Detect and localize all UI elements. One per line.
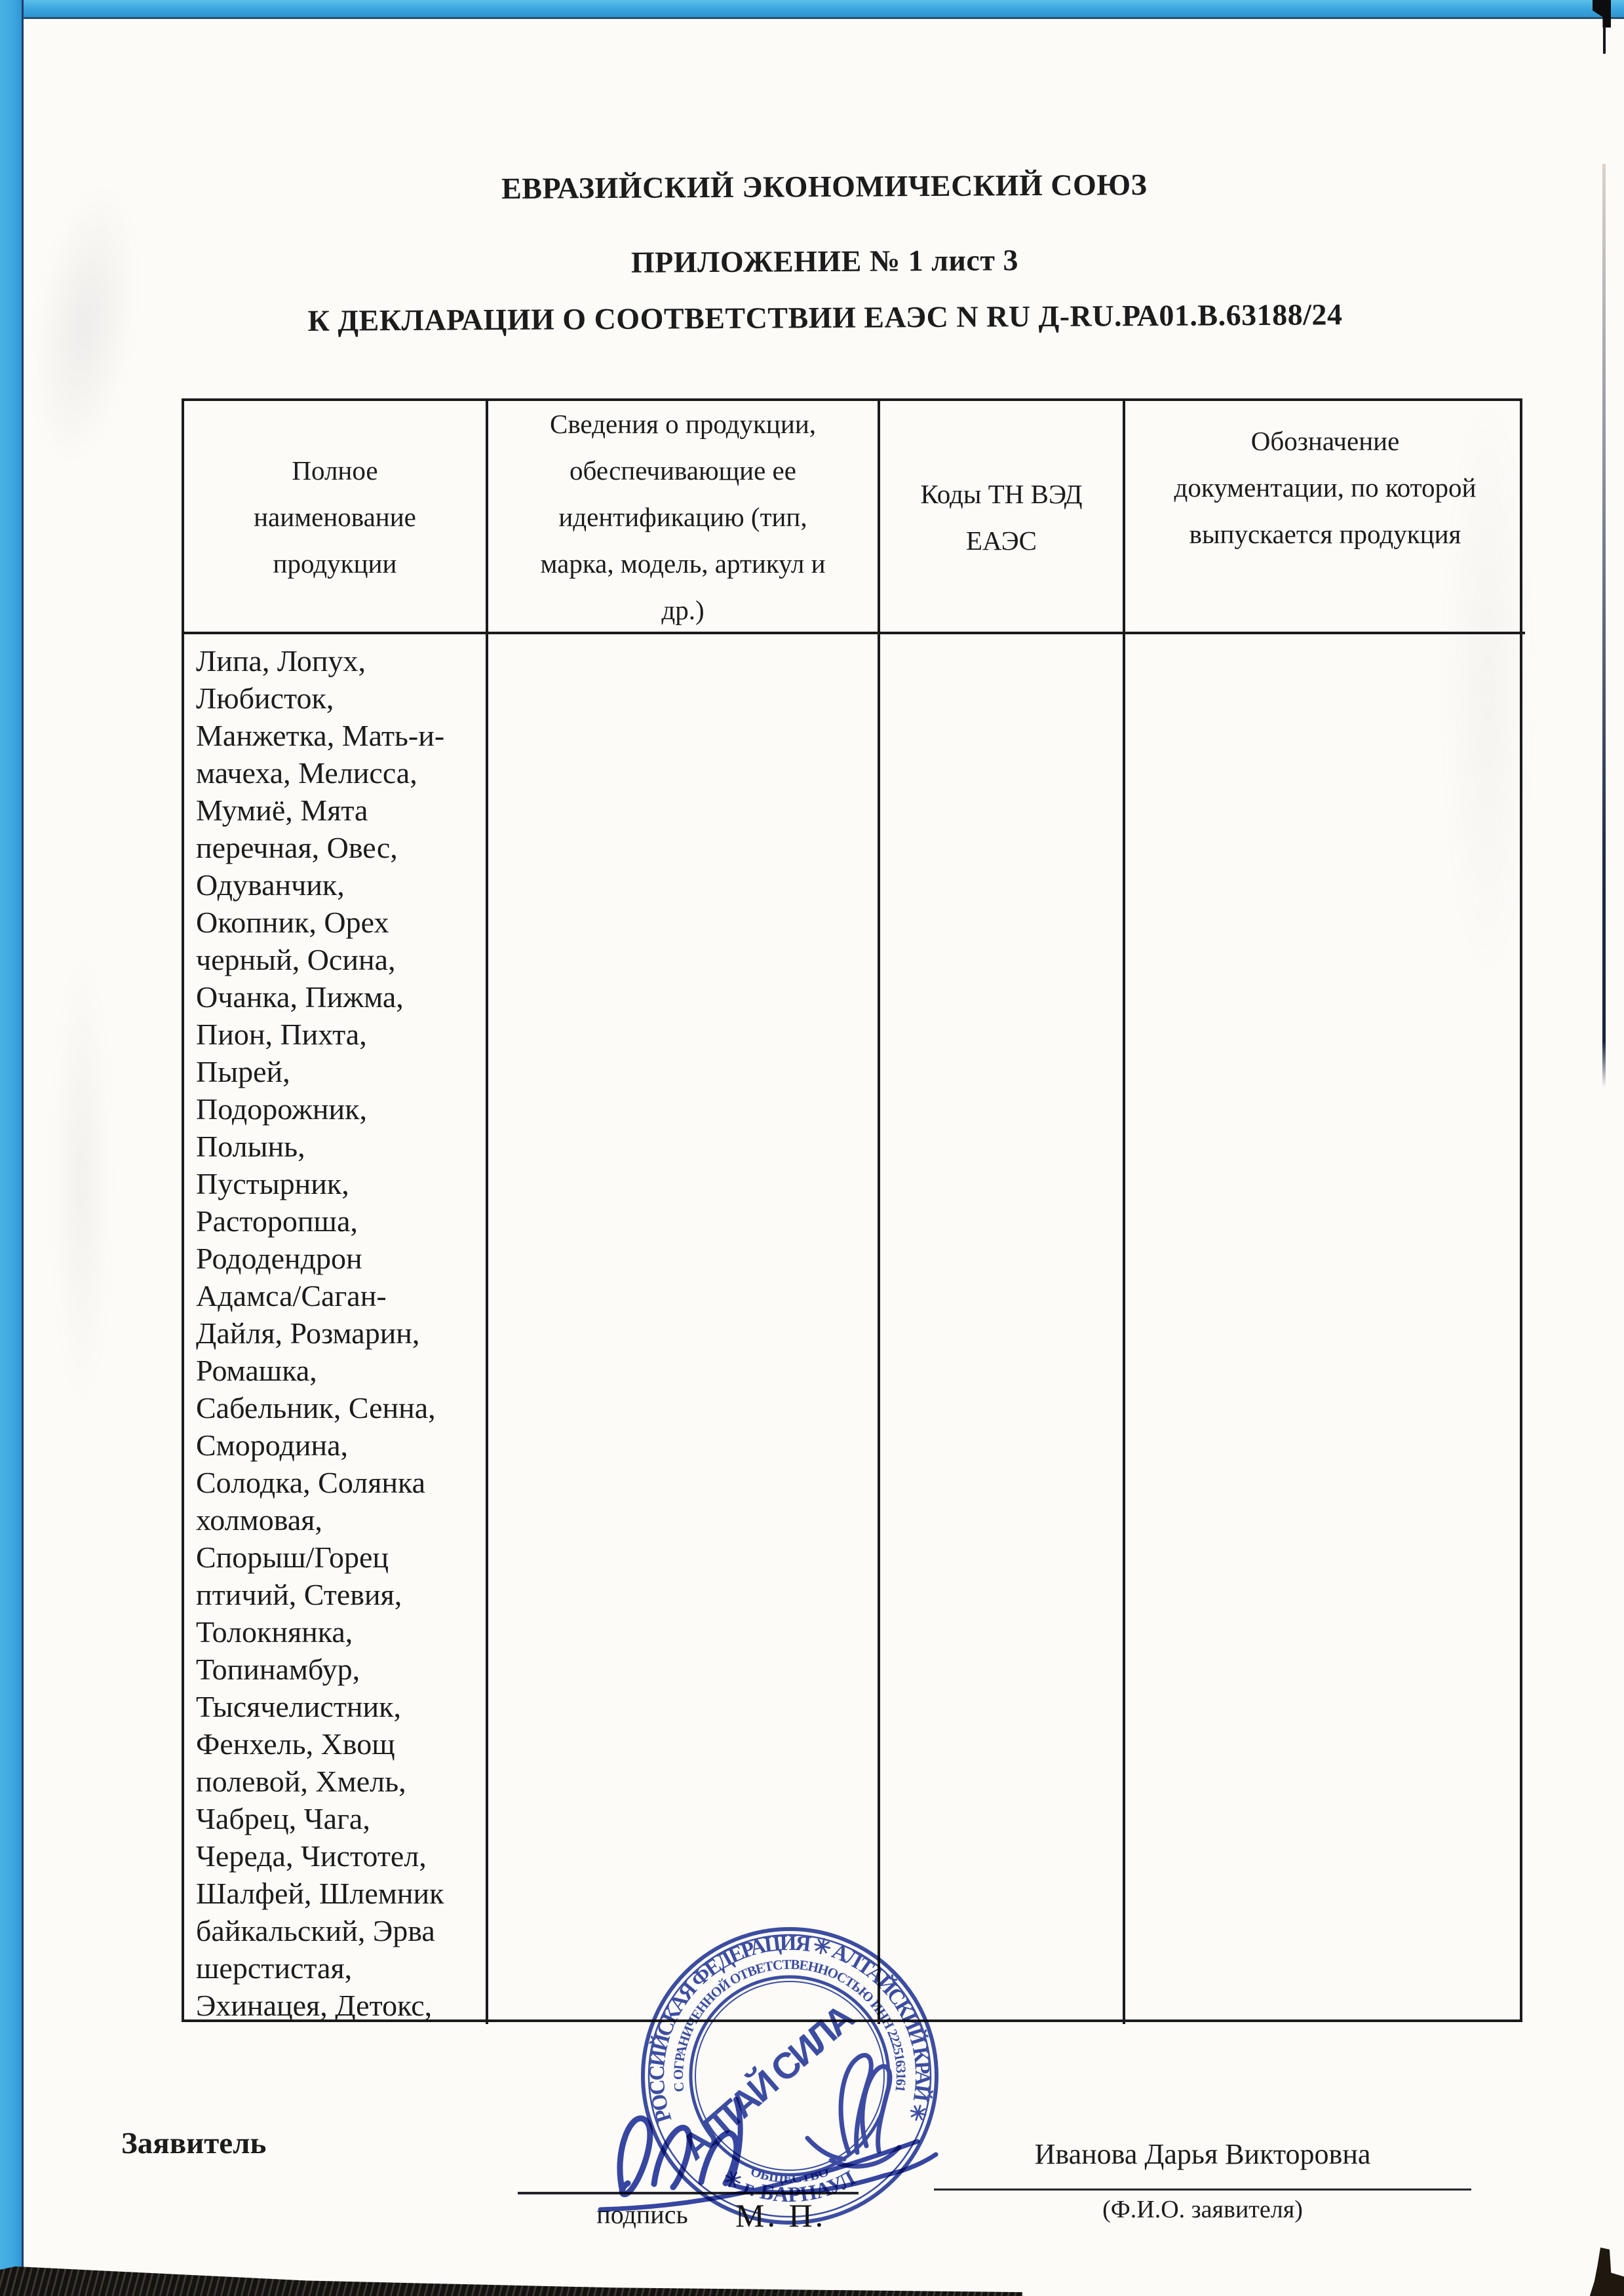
signature-line xyxy=(518,2192,859,2194)
scanner-streak-bottom-left xyxy=(0,2266,1022,2296)
applicant-name: Иванова Дарья Викторовна xyxy=(1034,2138,1371,2170)
stamp-inner-ring-inner xyxy=(695,1981,885,2171)
signature-monogram xyxy=(805,2053,902,2169)
scan-smudge xyxy=(1442,393,1534,983)
title-declaration-number: К ДЕКЛАРАЦИИ О СООТВЕТСТВИИ ЕАЭС N RU Д-… xyxy=(307,297,1343,337)
cell-documentation xyxy=(1125,634,1525,2024)
scan-edge-top xyxy=(0,0,1624,19)
table-header-row: Полное наименование продукции Сведения о… xyxy=(184,401,1525,634)
cell-identification xyxy=(488,634,880,2024)
scan-mark-bottom-right xyxy=(1589,2248,1624,2296)
applicant-name-line xyxy=(934,2189,1471,2191)
seal-place-mark: М. П. xyxy=(735,2197,826,2234)
header-tnved-codes: Коды ТН ВЭД ЕАЭС xyxy=(880,401,1125,634)
title-appendix: ПРИЛОЖЕНИЕ № 1 лист 3 xyxy=(630,243,1019,279)
products-table: Полное наименование продукции Сведения о… xyxy=(182,398,1525,2024)
scan-line-right-edge xyxy=(1602,164,1606,1088)
header-identification: Сведения о продукции, обеспечивающие ее … xyxy=(488,401,880,634)
handwritten-signature xyxy=(598,2097,938,2212)
cell-product-names: Липа, Лопух, Любисток, Манжетка, Мать-и-… xyxy=(184,634,488,2024)
header-product-name: Полное наименование продукции xyxy=(184,401,488,634)
applicant-name-caption: (Ф.И.О. заявителя) xyxy=(1102,2196,1303,2223)
scan-line-top-right xyxy=(1603,26,1606,54)
table-data-row: Липа, Лопух, Любисток, Манжетка, Мать-и-… xyxy=(184,634,1525,2024)
stamp-outer-ring-inner xyxy=(648,1934,932,2218)
stamp-outer-ring xyxy=(641,1927,938,2225)
applicant-label: Заявитель xyxy=(121,2126,267,2160)
scan-smudge xyxy=(52,950,111,1409)
cell-tnved-codes xyxy=(880,634,1125,2024)
title-eurasian-union: ЕВРАЗИЙСКИЙ ЭКОНОМИЧЕСКИЙ СОЮЗ xyxy=(501,167,1148,206)
header-documentation: Обозначение документации, по которой вып… xyxy=(1174,426,1477,549)
scan-edge-left xyxy=(0,0,24,2296)
